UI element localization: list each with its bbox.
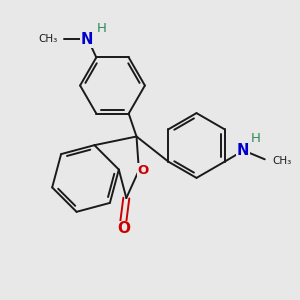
Text: H: H: [251, 132, 261, 146]
Text: O: O: [137, 164, 148, 177]
Text: H: H: [97, 22, 106, 35]
Text: CH₃: CH₃: [272, 156, 292, 166]
Text: N: N: [237, 143, 249, 158]
Text: O: O: [117, 221, 130, 236]
Text: CH₃: CH₃: [38, 34, 58, 44]
Text: N: N: [81, 32, 94, 47]
